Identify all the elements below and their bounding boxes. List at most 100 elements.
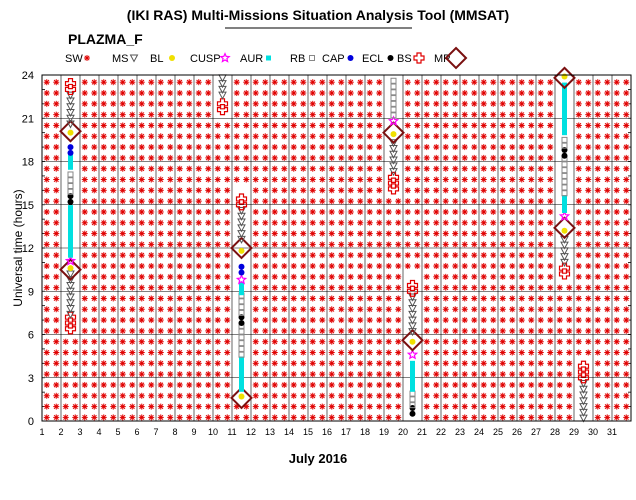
sw-marker [262, 306, 269, 313]
sw-marker [271, 284, 278, 291]
sw-marker [281, 295, 288, 302]
sw-marker [613, 230, 620, 237]
sw-marker [376, 111, 383, 118]
sw-marker [338, 317, 345, 324]
rb-marker [561, 172, 568, 179]
bl-marker [238, 247, 245, 254]
sw-marker [81, 90, 88, 97]
sw-marker [604, 198, 611, 205]
sw-marker [186, 154, 193, 161]
sw-marker [509, 252, 516, 259]
sw-marker [176, 295, 183, 302]
sw-marker [290, 349, 297, 356]
sw-marker [271, 403, 278, 410]
legend-marker-bl [169, 55, 175, 61]
sw-marker [290, 241, 297, 248]
x-tick-label: 17 [341, 427, 351, 437]
sw-marker [604, 176, 611, 183]
sw-marker [338, 403, 345, 410]
aur-marker [68, 235, 73, 241]
sw-marker [509, 371, 516, 378]
sw-marker [575, 306, 582, 313]
sw-marker [319, 295, 326, 302]
sw-marker [224, 284, 231, 291]
bs-marker [577, 360, 590, 372]
sw-marker [575, 317, 582, 324]
sw-marker [195, 284, 202, 291]
sw-marker [461, 165, 468, 172]
sw-marker [566, 284, 573, 291]
sw-marker [328, 154, 335, 161]
sw-marker [433, 327, 440, 334]
ms-marker [579, 380, 588, 389]
sw-marker [547, 90, 554, 97]
sw-marker [252, 273, 259, 280]
sw-marker [575, 273, 582, 280]
sw-marker [262, 198, 269, 205]
sw-marker [300, 360, 307, 367]
sw-marker [110, 349, 117, 356]
aur-marker [239, 356, 244, 362]
sw-marker [53, 317, 60, 324]
mp-marker [382, 121, 405, 145]
mp-marker [230, 386, 253, 410]
bl-marker [561, 73, 568, 80]
sw-marker [452, 381, 459, 388]
sw-marker [252, 284, 259, 291]
sw-marker [499, 154, 506, 161]
sw-marker [148, 154, 155, 161]
sw-marker [509, 360, 516, 367]
sw-marker [72, 349, 79, 356]
aur-marker [562, 99, 567, 105]
rb-marker [238, 298, 245, 305]
sw-marker [537, 122, 544, 129]
sw-marker [214, 208, 221, 215]
sw-marker [319, 111, 326, 118]
sw-marker [195, 414, 202, 421]
sw-marker [528, 208, 535, 215]
sw-marker [148, 273, 155, 280]
ecl-marker [238, 319, 245, 326]
sw-marker [537, 306, 544, 313]
sw-marker [537, 219, 544, 226]
aur-marker [239, 360, 244, 366]
sw-marker [452, 371, 459, 378]
sw-marker [53, 295, 60, 302]
sw-marker [138, 338, 145, 345]
sw-marker [357, 79, 364, 86]
sw-marker [309, 284, 316, 291]
sw-marker [138, 154, 145, 161]
sw-marker [594, 208, 601, 215]
sw-marker [138, 371, 145, 378]
legend-label-aur: AUR [240, 53, 263, 65]
sw-marker [357, 381, 364, 388]
sw-marker [81, 133, 88, 140]
sw-marker [129, 349, 136, 356]
sw-marker [471, 403, 478, 410]
sw-marker [91, 111, 98, 118]
sw-marker [271, 208, 278, 215]
x-tick-label: 24 [474, 427, 484, 437]
sw-marker [100, 144, 107, 151]
sw-marker [271, 349, 278, 356]
sw-marker [433, 284, 440, 291]
sw-marker [319, 154, 326, 161]
sw-marker [81, 230, 88, 237]
sw-marker [442, 100, 449, 107]
x-tick-label: 20 [398, 427, 408, 437]
sw-marker [423, 317, 430, 324]
sw-marker [575, 208, 582, 215]
sw-marker [300, 198, 307, 205]
sw-marker [195, 241, 202, 248]
sw-marker [585, 133, 592, 140]
sw-marker [271, 241, 278, 248]
x-tick-label: 12 [246, 427, 256, 437]
sw-marker [300, 111, 307, 118]
sw-marker [81, 327, 88, 334]
sw-marker [347, 295, 354, 302]
sw-marker [138, 111, 145, 118]
sw-marker [167, 133, 174, 140]
sw-marker [309, 154, 316, 161]
sw-marker [43, 349, 50, 356]
